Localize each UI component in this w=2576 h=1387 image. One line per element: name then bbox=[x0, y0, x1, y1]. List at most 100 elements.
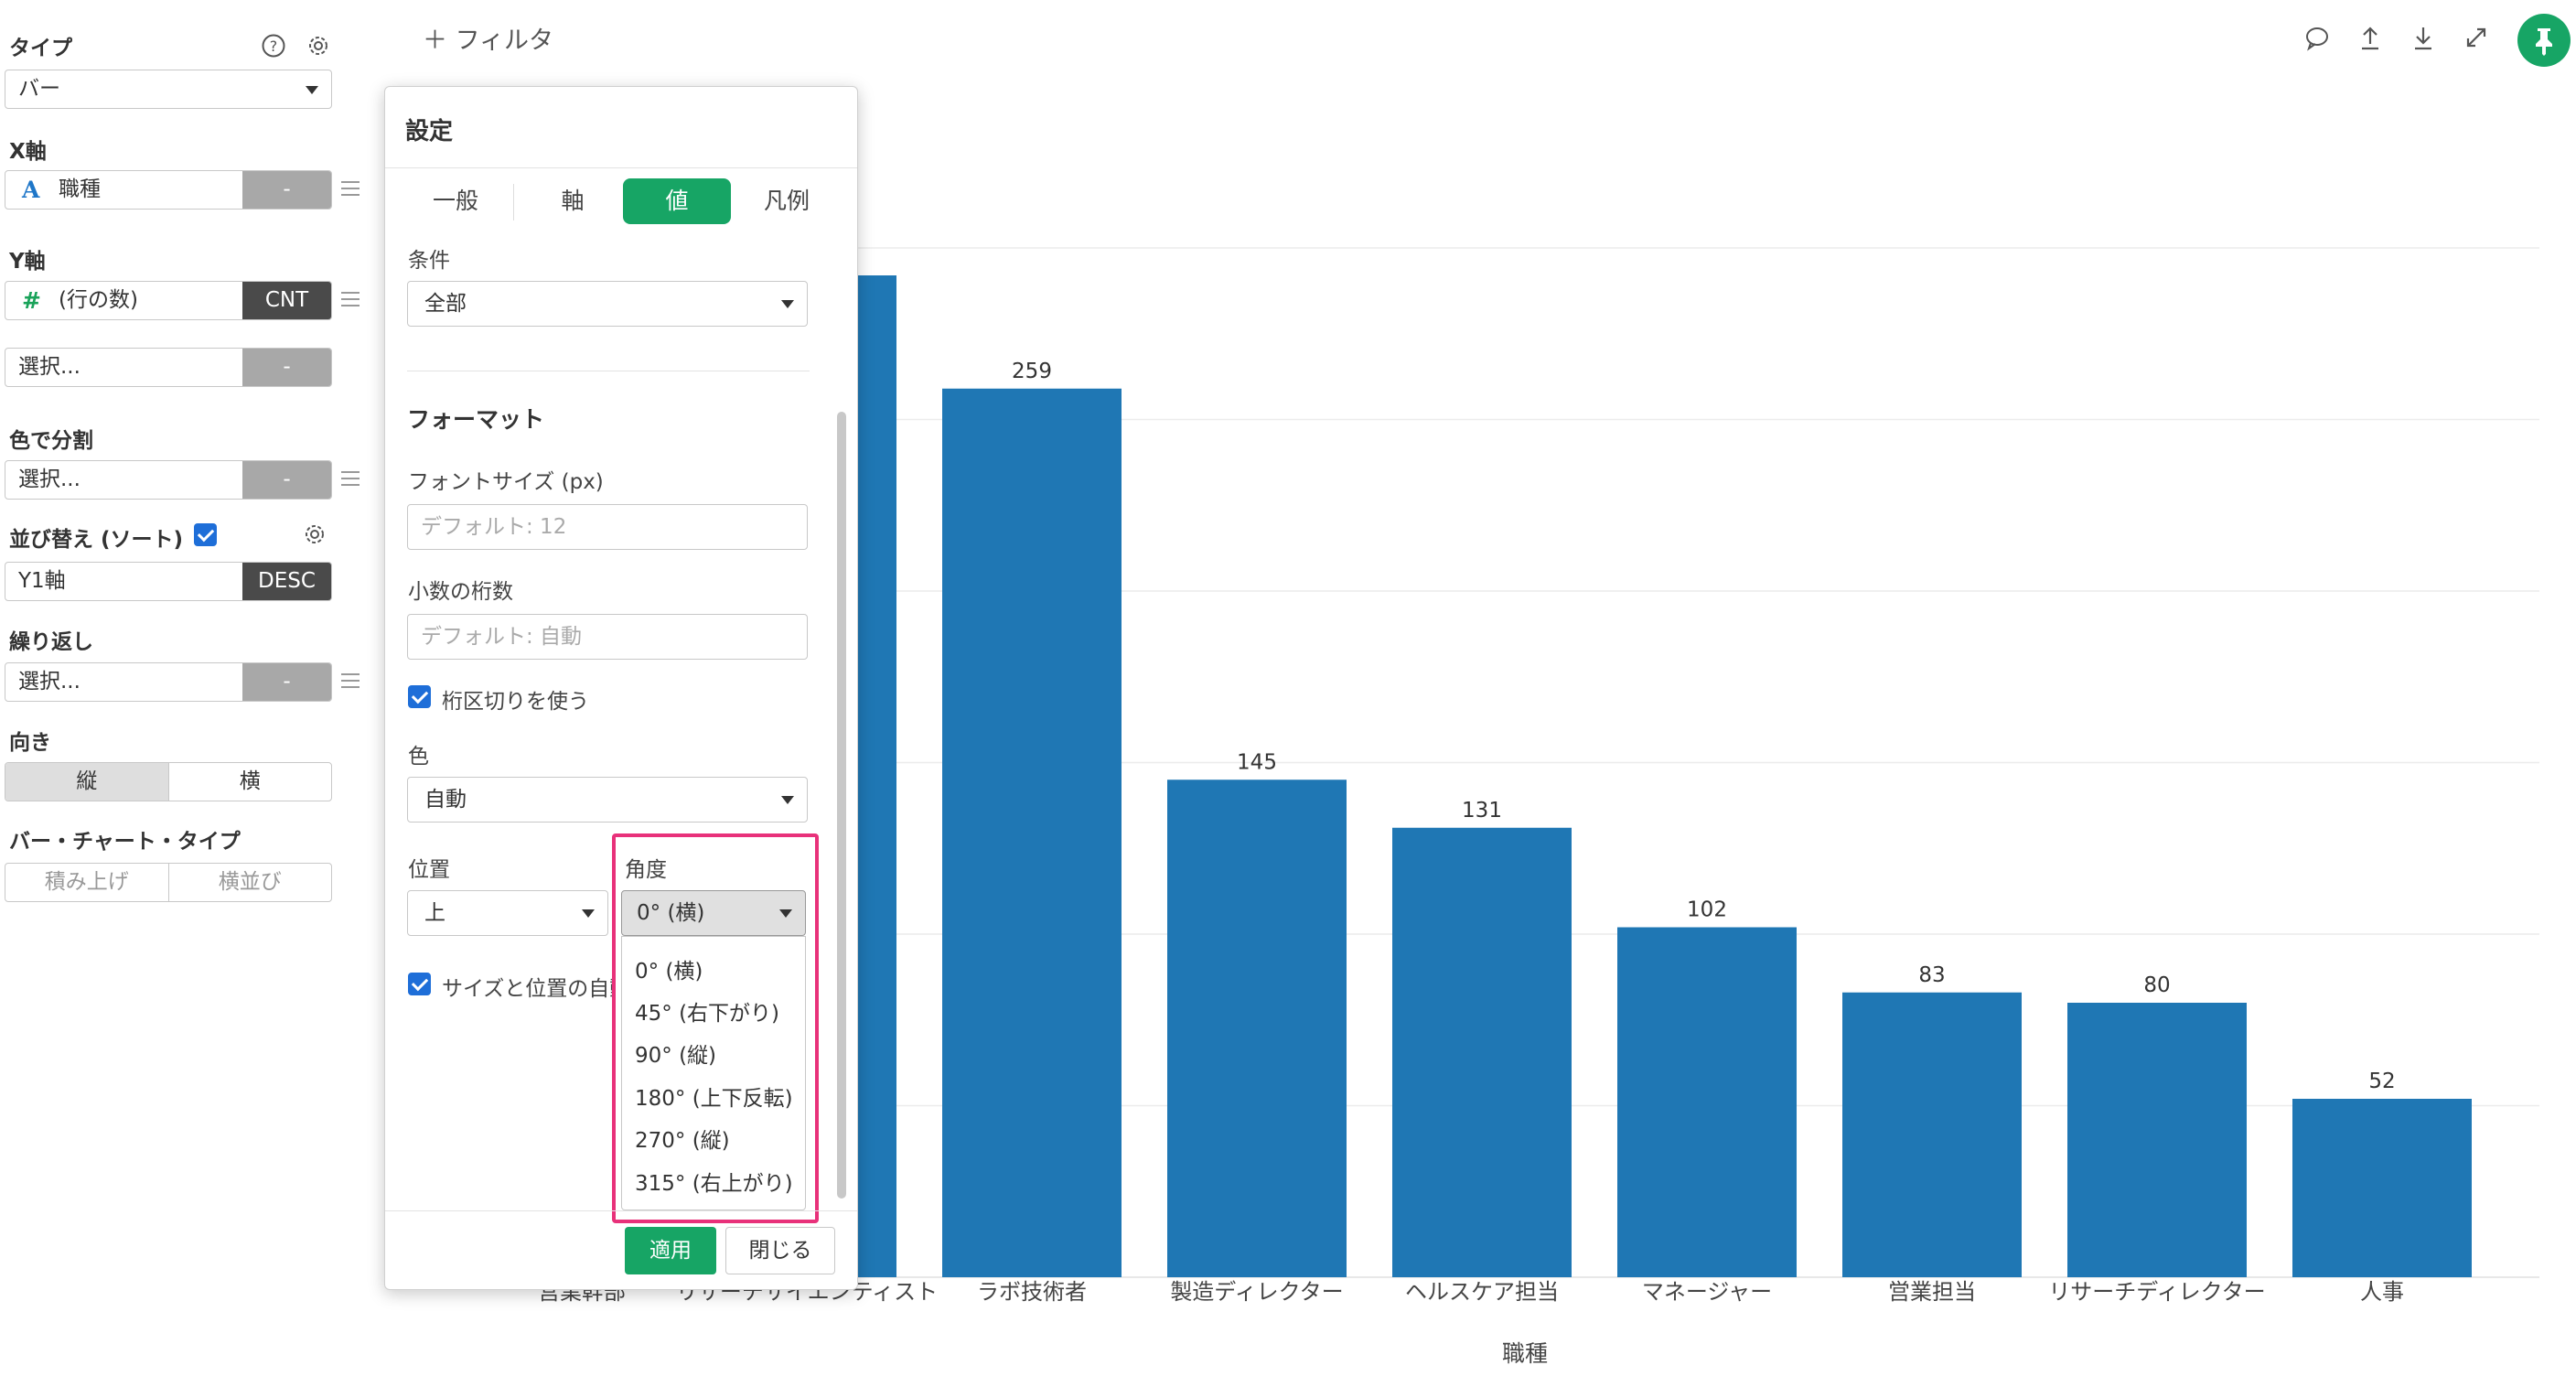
y-axis2-placeholder: 選択... bbox=[18, 355, 80, 379]
orientation-label: 向き bbox=[9, 731, 51, 755]
sort-checkbox[interactable] bbox=[194, 523, 217, 546]
x-tick-label: リサーチディレクター bbox=[2048, 1279, 2265, 1305]
color-split-agg-button[interactable]: - bbox=[242, 461, 331, 499]
comment-icon[interactable] bbox=[2303, 24, 2331, 51]
divider bbox=[513, 184, 514, 220]
decimals-input[interactable] bbox=[407, 614, 808, 660]
tab-legend[interactable]: 凡例 bbox=[763, 188, 810, 214]
expand-icon[interactable] bbox=[2463, 24, 2490, 51]
x-axis-label: X軸 bbox=[9, 140, 47, 164]
sort-field[interactable]: Y1軸 DESC bbox=[5, 562, 332, 601]
gear-icon[interactable] bbox=[302, 521, 327, 547]
orientation-horizontal-button[interactable]: 横 bbox=[239, 769, 261, 793]
y-axis-field[interactable]: # (行の数) CNT bbox=[5, 281, 332, 320]
text-type-icon: A bbox=[22, 177, 40, 203]
auto-size-checkbox[interactable] bbox=[408, 973, 431, 995]
x-tick-label: マネージャー bbox=[1642, 1279, 1772, 1305]
angle-dropdown-menu: 0° (横) 45° (右下がり) 90° (縦) 180° (上下反転) 27… bbox=[621, 936, 806, 1210]
color-split-field[interactable]: 選択... - bbox=[5, 460, 332, 500]
position-select[interactable]: 上 bbox=[407, 890, 608, 936]
x-tick-label: ラボ技術者 bbox=[977, 1279, 1087, 1305]
y-axis-field-name: (行の数) bbox=[59, 288, 138, 312]
settings-dialog: 設定 一般 軸 値 凡例 条件 全部 フォーマット フォントサイズ (px) 小… bbox=[384, 86, 858, 1290]
y-axis2-agg-button[interactable]: - bbox=[242, 349, 331, 386]
add-filter-button[interactable]: ＋ フィルタ bbox=[423, 27, 554, 55]
condition-value: 全部 bbox=[424, 292, 467, 316]
font-size-label: フォントサイズ (px) bbox=[408, 470, 604, 494]
x-axis-field[interactable]: A 職種 - bbox=[5, 170, 332, 210]
condition-select[interactable]: 全部 bbox=[407, 281, 808, 327]
dialog-title: 設定 bbox=[405, 118, 454, 145]
bar[interactable] bbox=[2067, 1003, 2247, 1277]
bar[interactable] bbox=[942, 388, 1122, 1277]
position-value: 上 bbox=[424, 901, 445, 925]
menu-icon[interactable] bbox=[341, 292, 360, 308]
type-select-value: バー bbox=[18, 77, 60, 101]
upload-icon[interactable] bbox=[2356, 24, 2384, 51]
bar[interactable] bbox=[1842, 992, 2022, 1277]
thousands-separator-checkbox[interactable] bbox=[408, 685, 431, 708]
angle-option-90[interactable]: 90° (縦) bbox=[635, 1044, 717, 1068]
auto-size-label: サイズと位置の自動 bbox=[442, 977, 616, 1001]
data-label: 83 bbox=[1918, 963, 1945, 987]
pin-button[interactable] bbox=[2517, 14, 2571, 67]
y-axis2-field[interactable]: 選択... - bbox=[5, 348, 332, 387]
angle-option-0[interactable]: 0° (横) bbox=[635, 960, 703, 984]
dialog-scrollbar[interactable] bbox=[837, 412, 846, 1199]
bar[interactable] bbox=[1392, 827, 1572, 1277]
menu-icon[interactable] bbox=[341, 181, 360, 198]
bar[interactable] bbox=[2292, 1099, 2472, 1277]
angle-option-180[interactable]: 180° (上下反転) bbox=[635, 1087, 793, 1111]
decimals-label: 小数の桁数 bbox=[408, 580, 513, 604]
repeat-label: 繰り返し bbox=[9, 630, 93, 654]
orientation-vertical-button[interactable]: 縦 bbox=[5, 763, 169, 801]
x-tick-label: ヘルスケア担当 bbox=[1405, 1279, 1559, 1305]
bar-type-stacked-button[interactable]: 積み上げ bbox=[5, 864, 169, 901]
sort-order-button[interactable]: DESC bbox=[242, 563, 331, 600]
bar-type-toggle: 積み上げ 横並び bbox=[5, 863, 332, 902]
repeat-field[interactable]: 選択... - bbox=[5, 662, 332, 702]
y-axis-agg-button[interactable]: CNT bbox=[242, 282, 331, 319]
chevron-down-icon bbox=[582, 909, 595, 918]
divider bbox=[385, 1210, 857, 1211]
menu-icon[interactable] bbox=[341, 471, 360, 488]
tab-values[interactable]: 値 bbox=[623, 178, 731, 224]
x-tick-label: 人事 bbox=[2360, 1279, 2404, 1305]
highlight-box bbox=[612, 833, 819, 1223]
menu-icon[interactable] bbox=[341, 673, 360, 690]
y-axis-label: Y軸 bbox=[9, 250, 46, 274]
number-type-icon: # bbox=[22, 287, 41, 314]
close-button[interactable]: 閉じる bbox=[725, 1227, 835, 1274]
bar[interactable] bbox=[1167, 780, 1347, 1277]
thousands-separator-label: 桁区切りを使う bbox=[442, 690, 589, 714]
chevron-down-icon bbox=[779, 909, 792, 918]
angle-select[interactable]: 0° (横) bbox=[621, 890, 806, 936]
color-select[interactable]: 自動 bbox=[407, 777, 808, 823]
color-value: 自動 bbox=[424, 788, 467, 812]
type-select[interactable]: バー bbox=[5, 70, 332, 109]
type-label: タイプ bbox=[9, 37, 72, 60]
chart-config-panel: タイプ ? バー X軸 A 職種 - Y軸 # (行の数) CNT 選択... … bbox=[0, 0, 360, 1387]
angle-option-45[interactable]: 45° (右下がり) bbox=[635, 1002, 780, 1026]
chevron-down-icon bbox=[781, 300, 794, 308]
bar[interactable] bbox=[1617, 927, 1797, 1278]
angle-option-315[interactable]: 315° (右上がり) bbox=[635, 1172, 793, 1196]
chevron-down-icon bbox=[306, 86, 318, 94]
repeat-agg-button[interactable]: - bbox=[242, 663, 331, 701]
download-icon[interactable] bbox=[2410, 24, 2437, 51]
bar-type-side-button[interactable]: 横並び bbox=[218, 870, 282, 894]
repeat-placeholder: 選択... bbox=[18, 670, 80, 694]
font-size-input[interactable] bbox=[407, 504, 808, 550]
tab-axis[interactable]: 軸 bbox=[561, 188, 585, 214]
gear-icon[interactable] bbox=[306, 33, 331, 59]
x-axis-agg-button[interactable]: - bbox=[242, 171, 331, 209]
apply-button[interactable]: 適用 bbox=[625, 1227, 716, 1274]
angle-option-270[interactable]: 270° (縦) bbox=[635, 1129, 730, 1153]
x-tick-label: 営業担当 bbox=[1888, 1279, 1976, 1305]
x-axis-field-name: 職種 bbox=[59, 177, 101, 201]
data-label: 259 bbox=[1012, 360, 1052, 383]
tab-general[interactable]: 一般 bbox=[432, 188, 478, 214]
color-label: 色 bbox=[408, 745, 429, 769]
help-icon[interactable]: ? bbox=[261, 33, 286, 59]
sort-label: 並び替え (ソート) bbox=[9, 528, 184, 552]
